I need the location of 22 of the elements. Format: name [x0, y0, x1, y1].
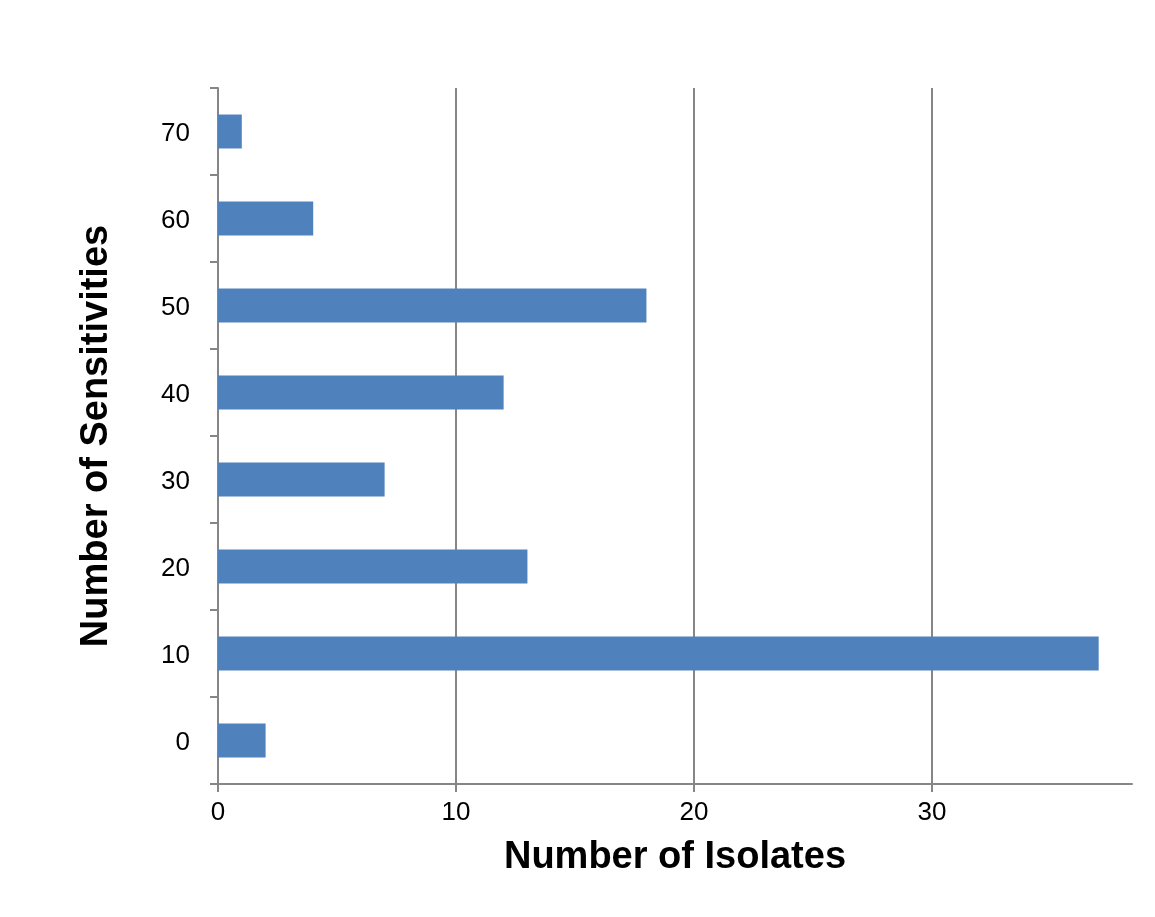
bar [218, 549, 528, 584]
y-tick-label: 30 [161, 464, 190, 495]
bar [218, 375, 504, 410]
bar [218, 723, 266, 758]
y-tick-label: 40 [161, 377, 190, 408]
y-tick-label: 60 [161, 203, 190, 234]
y-tick-label: 20 [161, 551, 190, 582]
bar [218, 288, 647, 323]
y-tick-label: 0 [175, 725, 190, 756]
y-axis-title: Number of Sensitivities [73, 224, 115, 648]
y-tick-label: 70 [161, 116, 190, 147]
x-tick-label: 0 [210, 796, 226, 826]
bar [218, 201, 314, 236]
bar [218, 636, 1099, 671]
bar [218, 462, 385, 497]
x-tick-label: 30 [917, 796, 947, 826]
bar [218, 114, 242, 149]
y-tick-label: 50 [161, 290, 190, 321]
y-tick-label: 10 [161, 638, 190, 669]
x-tick-label: 10 [441, 796, 471, 826]
x-axis-title: Number of Isolates [503, 834, 847, 876]
x-tick-label: 20 [679, 796, 709, 826]
